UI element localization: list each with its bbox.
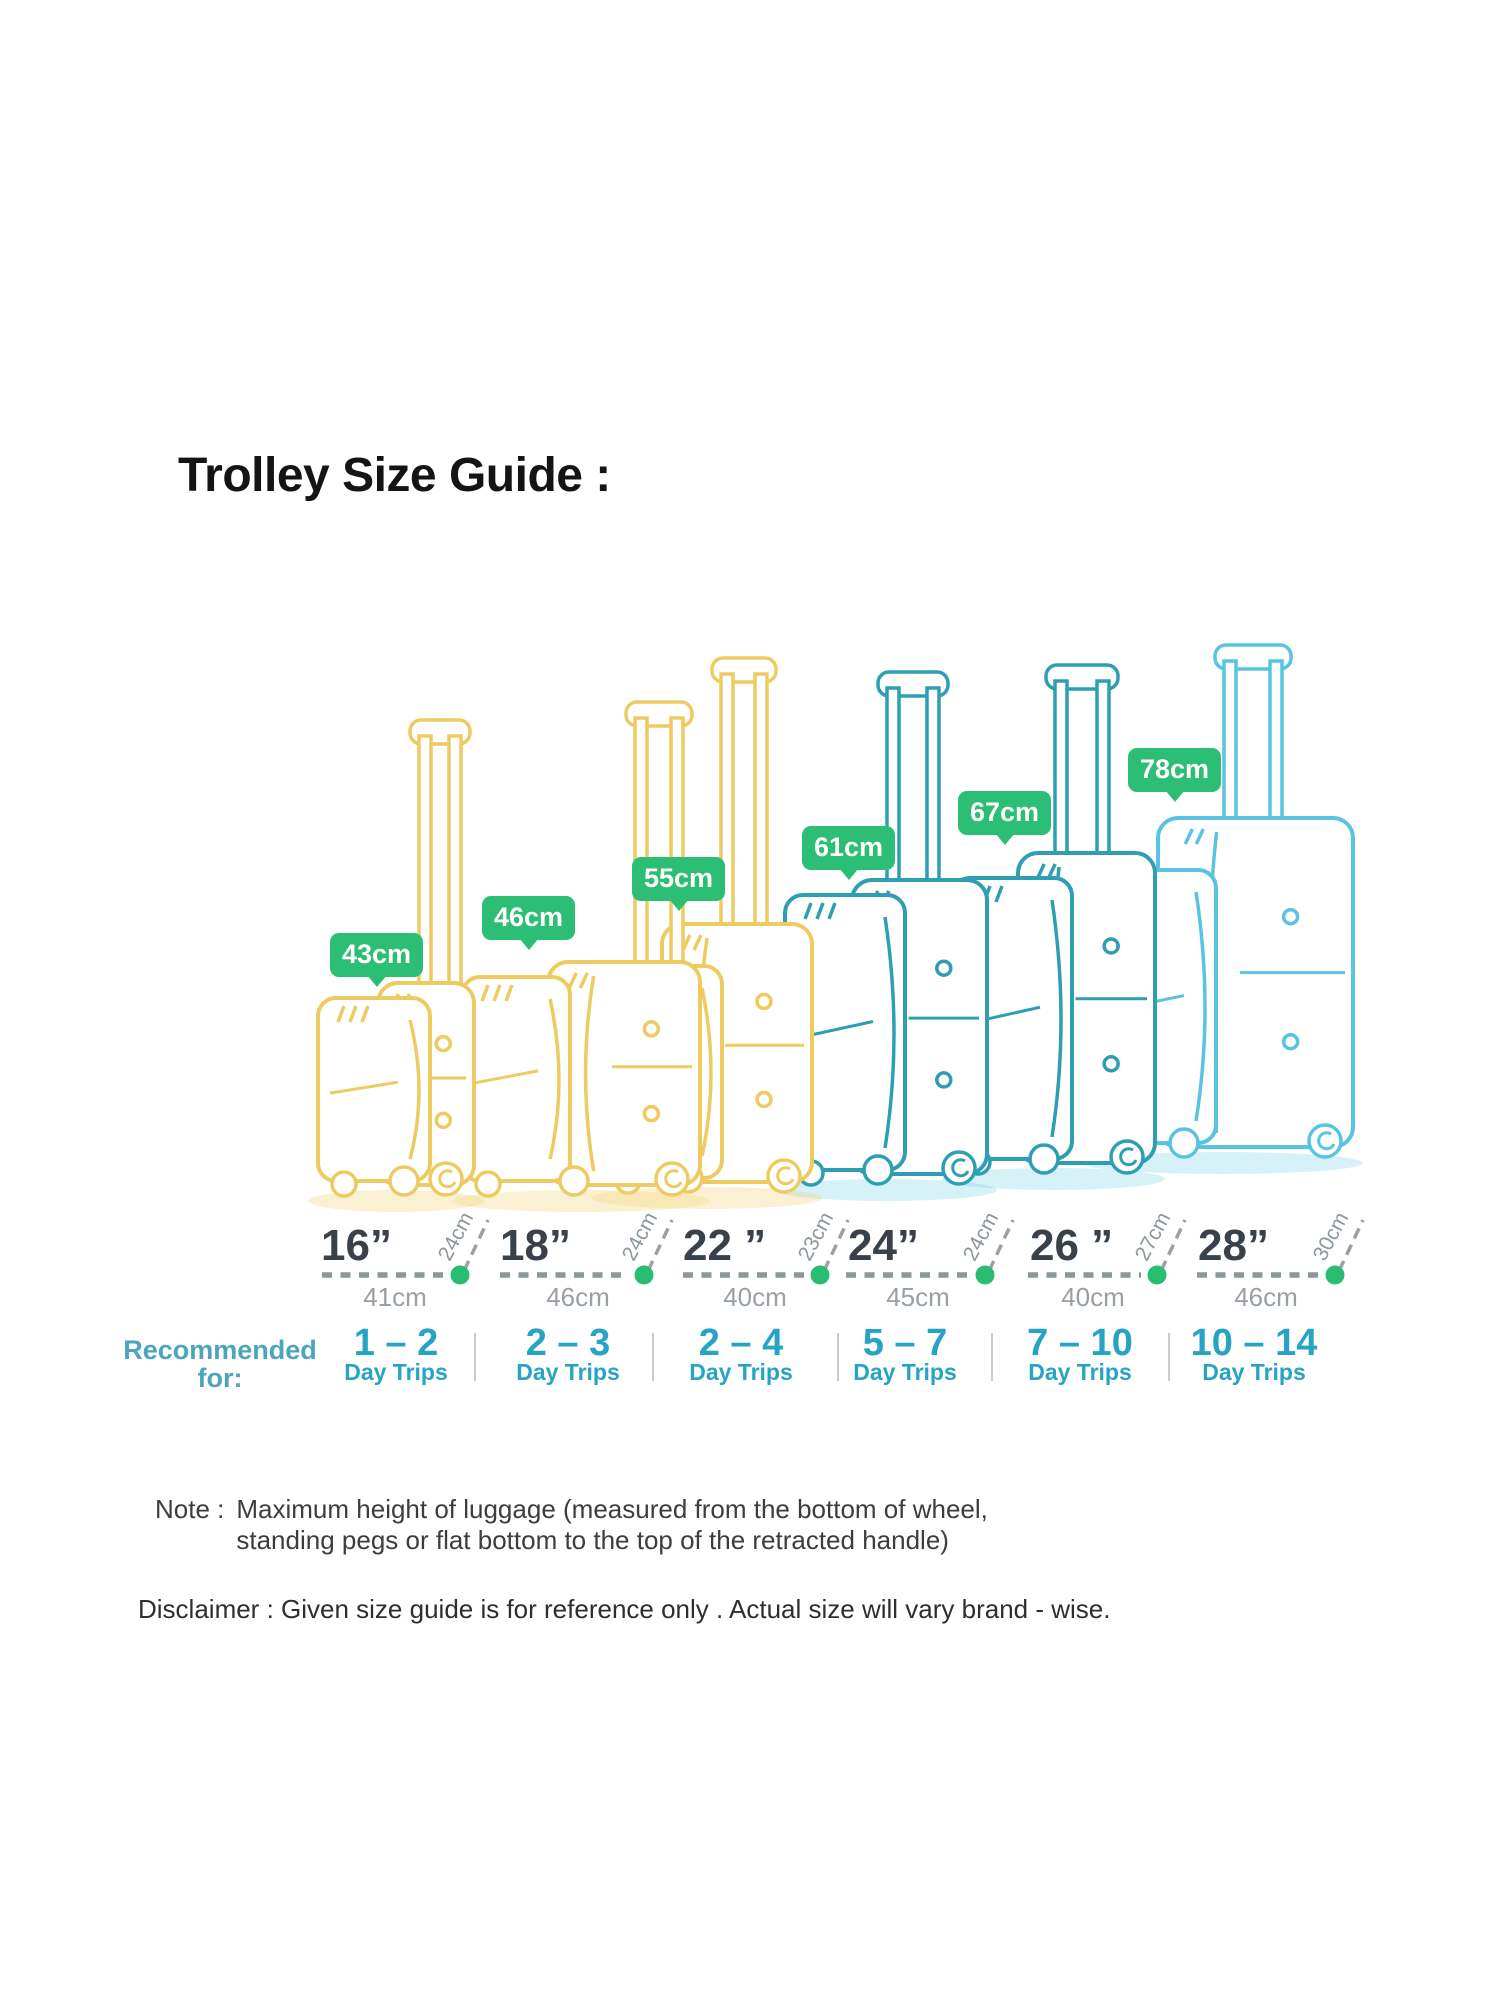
luggage-16in [308,718,484,1212]
size-inch-label: 16” [321,1221,392,1270]
size-inch-label: 18” [500,1221,571,1270]
height-badge: 55cm [632,857,726,911]
measure-line-26in [1028,1219,1187,1285]
width-label: 40cm [1061,1282,1125,1312]
height-badge: 46cm [482,896,576,950]
height-badge: 43cm [330,933,424,987]
day-trips-value: 1 – 2 [353,1322,439,1364]
measure-line-16in [322,1219,490,1285]
width-label: 45cm [886,1282,950,1312]
column-divider [474,1333,476,1381]
day-trips-unit: Day Trips [853,1359,957,1385]
column-divider [652,1333,654,1381]
size-inch-label: 24” [848,1221,919,1270]
size-inch-label: 22 ” [683,1221,767,1270]
measure-line-24in [846,1219,1015,1285]
day-trips-value: 2 – 3 [525,1322,611,1364]
recommended-for-label: Recommended for: [120,1336,320,1392]
day-trips-unit: Day Trips [344,1359,448,1385]
disclaimer-text: Disclaimer : Given size guide is for ref… [138,1594,1111,1624]
day-trips-value: 7 – 10 [1027,1322,1133,1364]
size-inch-label: 26 ” [1030,1221,1114,1270]
width-label: 46cm [546,1282,610,1312]
note-lines: Maximum height of luggage (measured from… [236,1494,988,1556]
day-trips-value: 5 – 7 [862,1322,948,1364]
page-title: Trolley Size Guide : [178,449,611,502]
measure-line-28in [1197,1219,1365,1285]
note-line2: standing pegs or flat bottom to the top … [236,1525,949,1555]
recommended-line2: for: [197,1363,243,1393]
size-inch-label: 28” [1198,1221,1269,1270]
height-badge: 61cm [802,826,896,880]
width-label: 41cm [363,1282,427,1312]
day-trips-value: 10 – 14 [1190,1322,1318,1364]
day-trips-unit: Day Trips [516,1359,620,1385]
width-label: 40cm [723,1282,787,1312]
day-trips-value: 2 – 4 [698,1322,784,1364]
measure-line-22in [683,1219,850,1285]
recommended-line1: Recommended [123,1335,317,1365]
luggage-18in [452,700,710,1212]
column-divider [991,1333,993,1381]
column-divider [1168,1333,1170,1381]
day-trips-unit: Day Trips [1202,1359,1306,1385]
width-label: 46cm [1234,1282,1298,1312]
column-divider [837,1333,839,1381]
day-trips-unit: Day Trips [1028,1359,1132,1385]
height-badge: 78cm [1128,748,1222,802]
note-text: Note : Maximum height of luggage (measur… [155,1494,988,1556]
measure-line-18in [500,1219,674,1285]
note-line1: Maximum height of luggage (measured from… [236,1494,988,1524]
day-trips-unit: Day Trips [689,1359,793,1385]
note-label: Note : [155,1494,225,1524]
height-badge: 67cm [958,791,1052,845]
